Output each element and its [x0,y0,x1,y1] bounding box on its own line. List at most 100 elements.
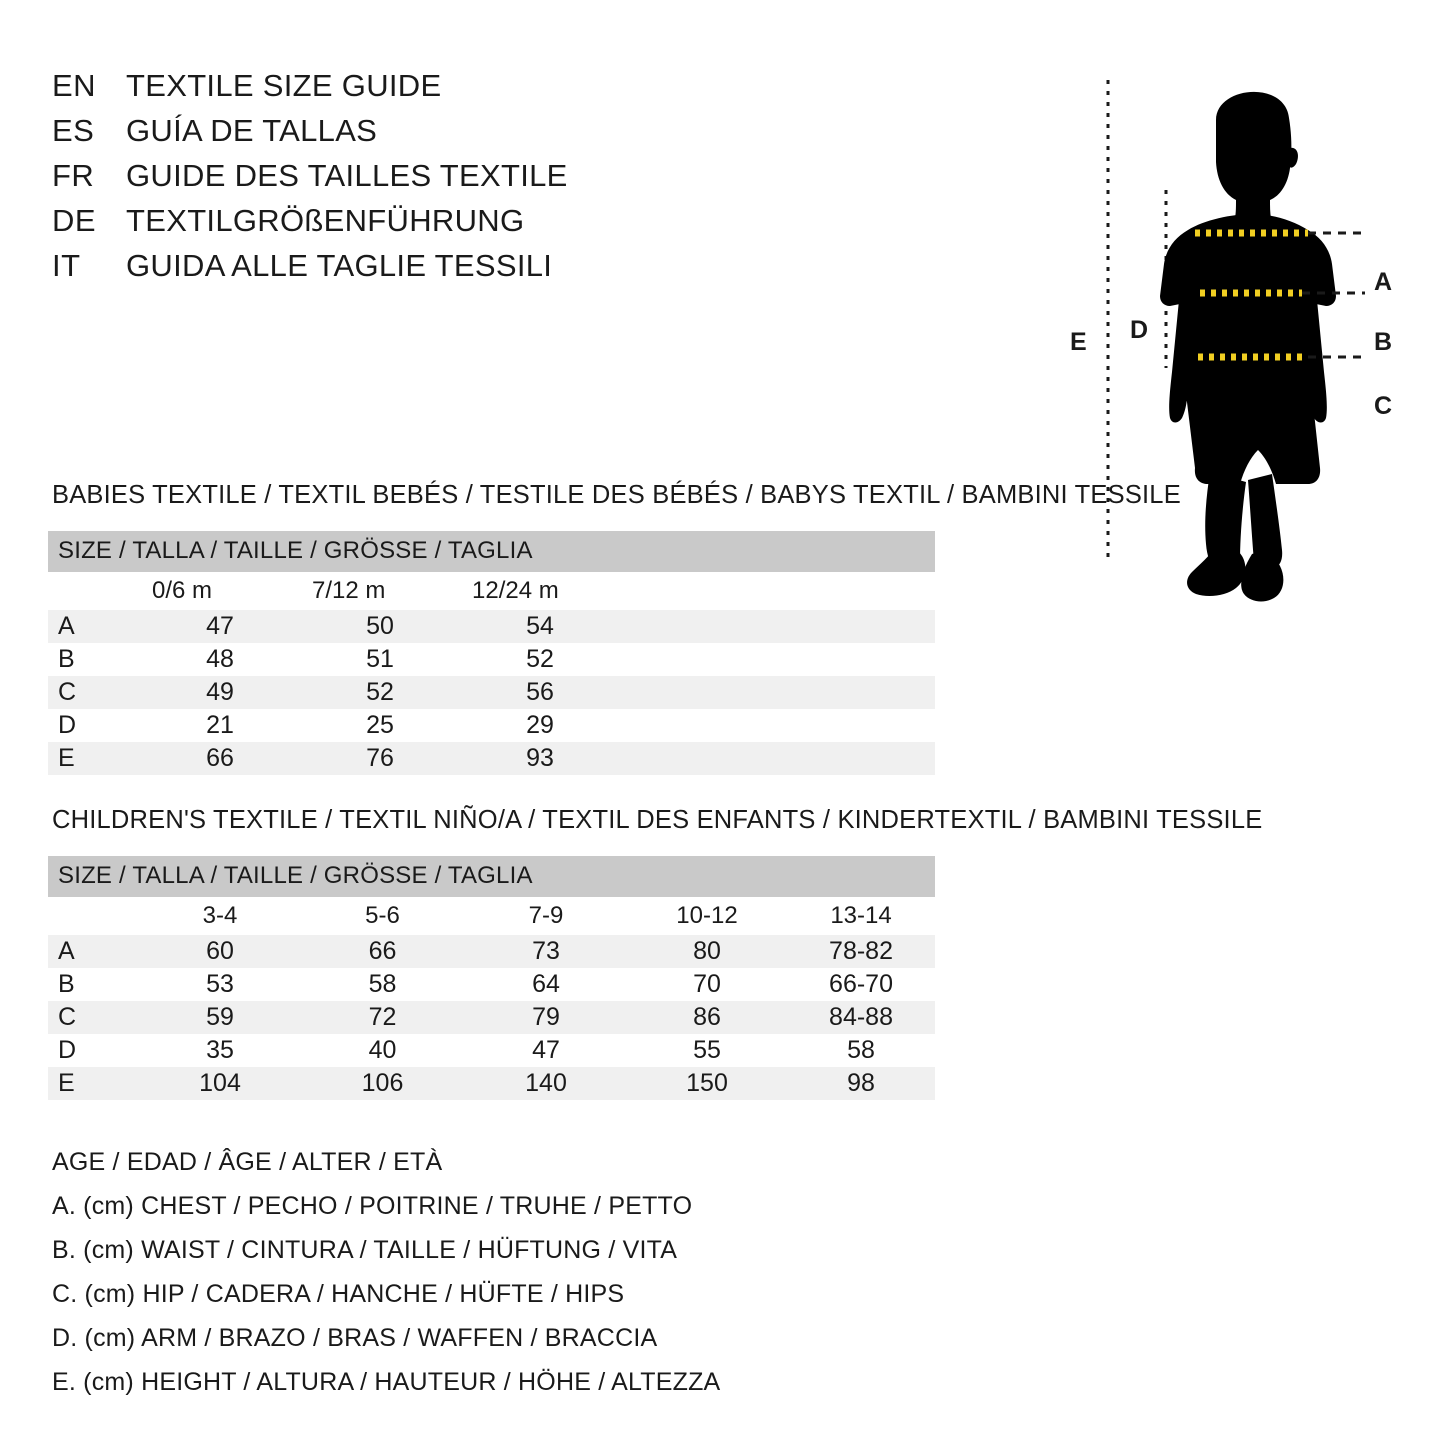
row-label: A [48,935,140,968]
cell-value: 78-82 [787,935,936,968]
dim-label-d: D [1130,316,1149,344]
cell-value: 51 [300,643,460,676]
cell-value: 104 [140,1067,300,1100]
cell-value: 50 [300,610,460,643]
cell-value: 21 [140,709,300,742]
title-block: EN TEXTILE SIZE GUIDE ES GUÍA DE TALLAS … [52,68,672,293]
table-row: E 66 76 93 [48,742,936,775]
table-row: D 21 25 29 [48,709,936,742]
babies-section-heading: BABIES TEXTILE / TEXTIL BEBÉS / TESTILE … [52,481,1181,509]
children-column-header: 10-12 [627,897,787,935]
legend-line-age: AGE / EDAD / ÂGE / ALTER / ETÀ [52,1148,443,1176]
cell-value: 40 [300,1034,465,1067]
spacer-cell [620,709,936,742]
cell-value: 66 [140,742,300,775]
cell-value: 66-70 [787,968,936,1001]
title-lang-it: IT [52,248,81,283]
cell-value: 49 [140,676,300,709]
dim-label-e: E [1070,328,1087,356]
spacer-cell [620,676,936,709]
child-silhouette-icon [1106,80,1365,602]
table-band-row: SIZE / TALLA / TAILLE / GRÖSSE / TAGLIA [48,856,936,897]
row-label: D [48,709,140,742]
row-label: D [48,1034,140,1067]
title-text-es: GUÍA DE TALLAS [126,113,378,148]
cell-value: 48 [140,643,300,676]
title-row: DE TEXTILGRÖßENFÜHRUNG [52,203,672,248]
spacer-cell [620,572,936,610]
spacer-cell [620,643,936,676]
legend-line-d-arm: D. (cm) ARM / BRAZO / BRAS / WAFFEN / BR… [52,1324,658,1352]
title-lang-fr: FR [52,158,95,193]
cell-value: 72 [300,1001,465,1034]
row-label: B [48,968,140,1001]
legend-line-b-waist: B. (cm) WAIST / CINTURA / TAILLE / HÜFTU… [52,1236,678,1264]
cell-value: 79 [465,1001,627,1034]
cell-value: 58 [787,1034,936,1067]
table-row: E 104 106 140 150 98 [48,1067,936,1100]
legend-line-e-height: E. (cm) HEIGHT / ALTURA / HAUTEUR / HÖHE… [52,1368,721,1396]
row-label: E [48,742,140,775]
cell-value: 84-88 [787,1001,936,1034]
dim-label-b: B [1374,328,1393,356]
cell-value: 140 [465,1067,627,1100]
row-label: B [48,643,140,676]
measurement-legend: AGE / EDAD / ÂGE / ALTER / ETÀ A. (cm) C… [52,1140,852,1404]
title-text-en: TEXTILE SIZE GUIDE [126,68,442,103]
cell-value: 53 [140,968,300,1001]
cell-value: 64 [465,968,627,1001]
table-row: A 47 50 54 [48,610,936,643]
children-column-header: 13-14 [787,897,936,935]
cell-value: 58 [300,968,465,1001]
cell-value: 54 [460,610,620,643]
spacer-cell [620,610,936,643]
children-column-header: 5-6 [300,897,465,935]
cell-value: 25 [300,709,460,742]
children-column-header: 7-9 [465,897,627,935]
title-row: ES GUÍA DE TALLAS [52,113,672,158]
dim-label-c: C [1374,392,1393,420]
cell-value: 47 [465,1034,627,1067]
title-text-fr: GUIDE DES TAILLES TEXTILE [126,158,568,193]
children-column-header: 3-4 [140,897,300,935]
legend-line-a-chest: A. (cm) CHEST / PECHO / POITRINE / TRUHE… [52,1192,693,1220]
table-column-header-row: 0/6 m 7/12 m 12/24 m [48,572,936,610]
babies-band-label: SIZE / TALLA / TAILLE / GRÖSSE / TAGLIA [48,531,936,572]
row-label: C [48,676,140,709]
row-label: C [48,1001,140,1034]
cell-value: 60 [140,935,300,968]
title-row: EN TEXTILE SIZE GUIDE [52,68,672,113]
cell-value: 70 [627,968,787,1001]
babies-column-header: 12/24 m [460,572,620,610]
row-label: A [48,610,140,643]
cell-value: 86 [627,1001,787,1034]
table-row: B 48 51 52 [48,643,936,676]
title-text-it: GUIDA ALLE TAGLIE TESSILI [126,248,553,283]
corner-cell [48,572,140,610]
cell-value: 47 [140,610,300,643]
title-row: IT GUIDA ALLE TAGLIE TESSILI [52,248,672,293]
babies-size-table: SIZE / TALLA / TAILLE / GRÖSSE / TAGLIA … [48,531,936,775]
table-band-row: SIZE / TALLA / TAILLE / GRÖSSE / TAGLIA [48,531,936,572]
cell-value: 76 [300,742,460,775]
cell-value: 59 [140,1001,300,1034]
cell-value: 66 [300,935,465,968]
cell-value: 150 [627,1067,787,1100]
cell-value: 56 [460,676,620,709]
corner-cell [48,897,140,935]
table-row: B 53 58 64 70 66-70 [48,968,936,1001]
row-label: E [48,1067,140,1100]
cell-value: 29 [460,709,620,742]
title-lang-en: EN [52,68,97,103]
legend-line-c-hip: C. (cm) HIP / CADERA / HANCHE / HÜFTE / … [52,1280,625,1308]
title-lang-es: ES [52,113,95,148]
title-lang-de: DE [52,203,97,238]
spacer-cell [620,742,936,775]
table-row: C 49 52 56 [48,676,936,709]
cell-value: 80 [627,935,787,968]
cell-value: 73 [465,935,627,968]
measurement-diagram: E D A B C [1040,50,1445,610]
children-section-heading: CHILDREN'S TEXTILE / TEXTIL NIÑO/A / TEX… [52,806,1263,834]
cell-value: 55 [627,1034,787,1067]
title-text-de: TEXTILGRÖßENFÜHRUNG [126,203,525,238]
